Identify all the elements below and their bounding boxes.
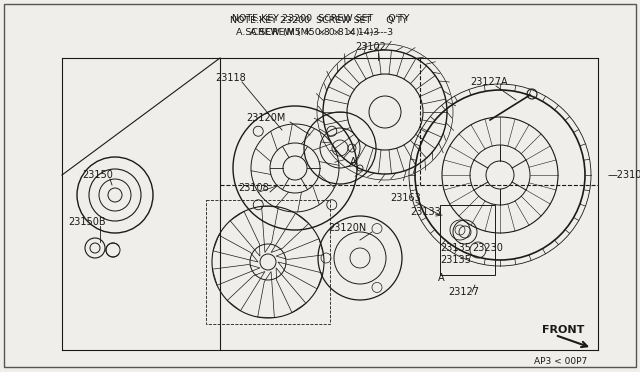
Text: A: A [350,157,356,167]
Text: —23100: —23100 [608,170,640,180]
Bar [206,200,330,324]
Text: 23127A: 23127A [470,77,508,87]
Text: A.SCREW (M5 × 0.8 × 14)----3: A.SCREW (M5 × 0.8 × 14)----3 [230,29,379,38]
Text: 23120N: 23120N [328,223,366,233]
Text: 23127: 23127 [448,287,479,297]
Text: A: A [438,273,445,283]
Text: NOTE:KEY 23200  SCREW SET     Q'TY: NOTE:KEY 23200 SCREW SET Q'TY [230,16,408,25]
Text: 23102: 23102 [355,42,386,52]
Text: 23118: 23118 [215,73,246,83]
Text: 23135: 23135 [440,243,471,253]
Text: FRONT: FRONT [542,325,584,335]
Text: 23230: 23230 [472,243,503,253]
Text: 23120M: 23120M [246,113,285,123]
Text: 23163: 23163 [390,193,420,203]
Text: 23150B: 23150B [68,217,106,227]
Text: NOTE:KEY 23200  SCREW SET     Q'TY: NOTE:KEY 23200 SCREW SET Q'TY [232,15,410,23]
Text: 23135: 23135 [440,255,471,265]
Bar [440,205,495,275]
Text: AP3 < 00P7: AP3 < 00P7 [534,357,588,366]
Text: 23133: 23133 [410,207,441,217]
Text: A.SCREW (M5 × 0.8 × 14)----3: A.SCREW (M5 × 0.8 × 14)----3 [244,28,393,36]
Text: 23150: 23150 [82,170,113,180]
Text: 23108: 23108 [238,183,269,193]
